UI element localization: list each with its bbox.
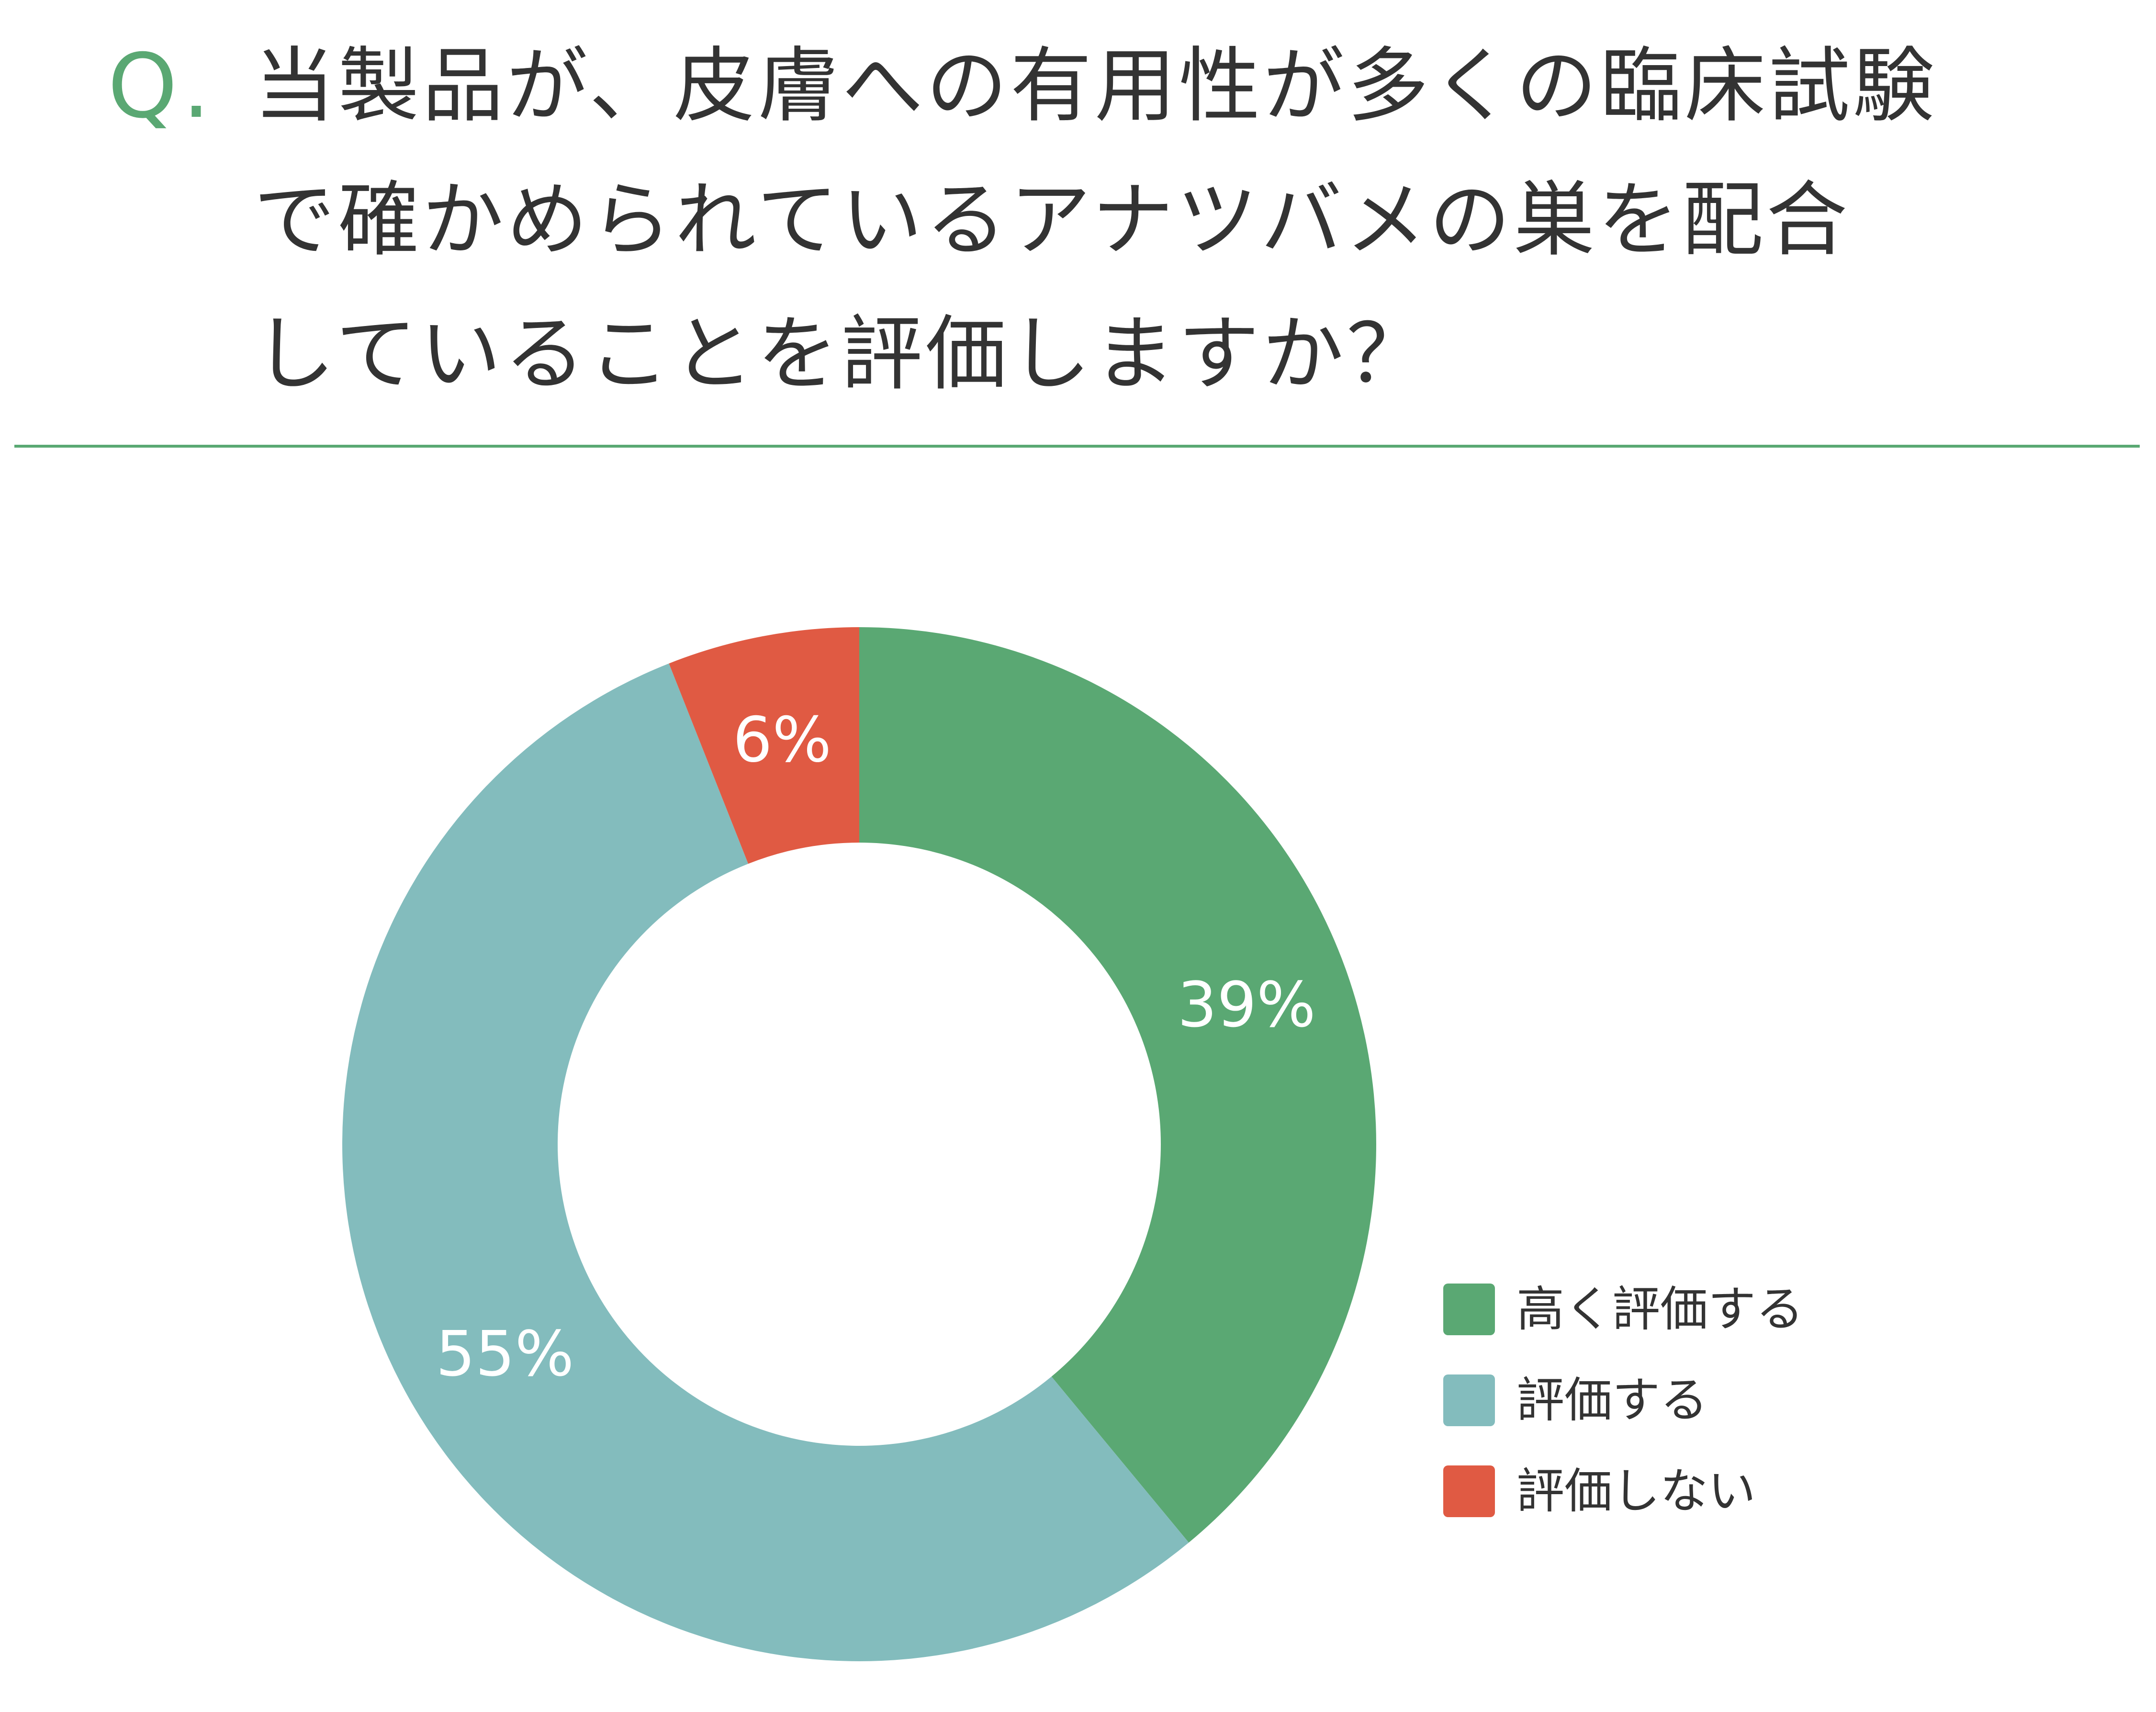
legend-swatch-medium — [1443, 1374, 1495, 1426]
header-divider — [14, 445, 2140, 448]
slice-label-low: 6% — [733, 703, 831, 776]
legend-swatch-low — [1443, 1465, 1495, 1517]
legend-item-low: 評価しない — [1443, 1465, 1804, 1518]
question-line-3: していることを評価しますか？ — [254, 307, 1431, 402]
slice-label-high: 39% — [1178, 969, 1316, 1041]
question-line-2: で確かめられているアナツバメの巣を配合 — [254, 173, 1851, 268]
question-text: 当製品が、皮膚への有用性が多くの臨床試験 で確かめられているアナツバメの巣を配合… — [254, 19, 2121, 421]
donut-slice-medium — [342, 663, 1189, 1662]
legend-item-medium: 評価する — [1443, 1374, 1804, 1427]
slice-label-medium: 55% — [436, 1318, 574, 1390]
question-line-1: 当製品が、皮膚への有用性が多くの臨床試験 — [254, 39, 1937, 134]
donut-slice-low — [669, 627, 859, 864]
legend-label-medium: 評価する — [1516, 1372, 1708, 1428]
legend-label-high: 高く評価する — [1516, 1281, 1804, 1337]
legend-swatch-high — [1443, 1284, 1495, 1335]
legend-item-high: 高く評価する — [1443, 1283, 1804, 1336]
question-marker: Q. — [108, 34, 215, 138]
chart-legend: 高く評価する 評価する 評価しない — [1443, 1283, 1804, 1556]
donut-slice-high — [859, 627, 1377, 1543]
legend-label-low: 評価しない — [1516, 1463, 1756, 1519]
